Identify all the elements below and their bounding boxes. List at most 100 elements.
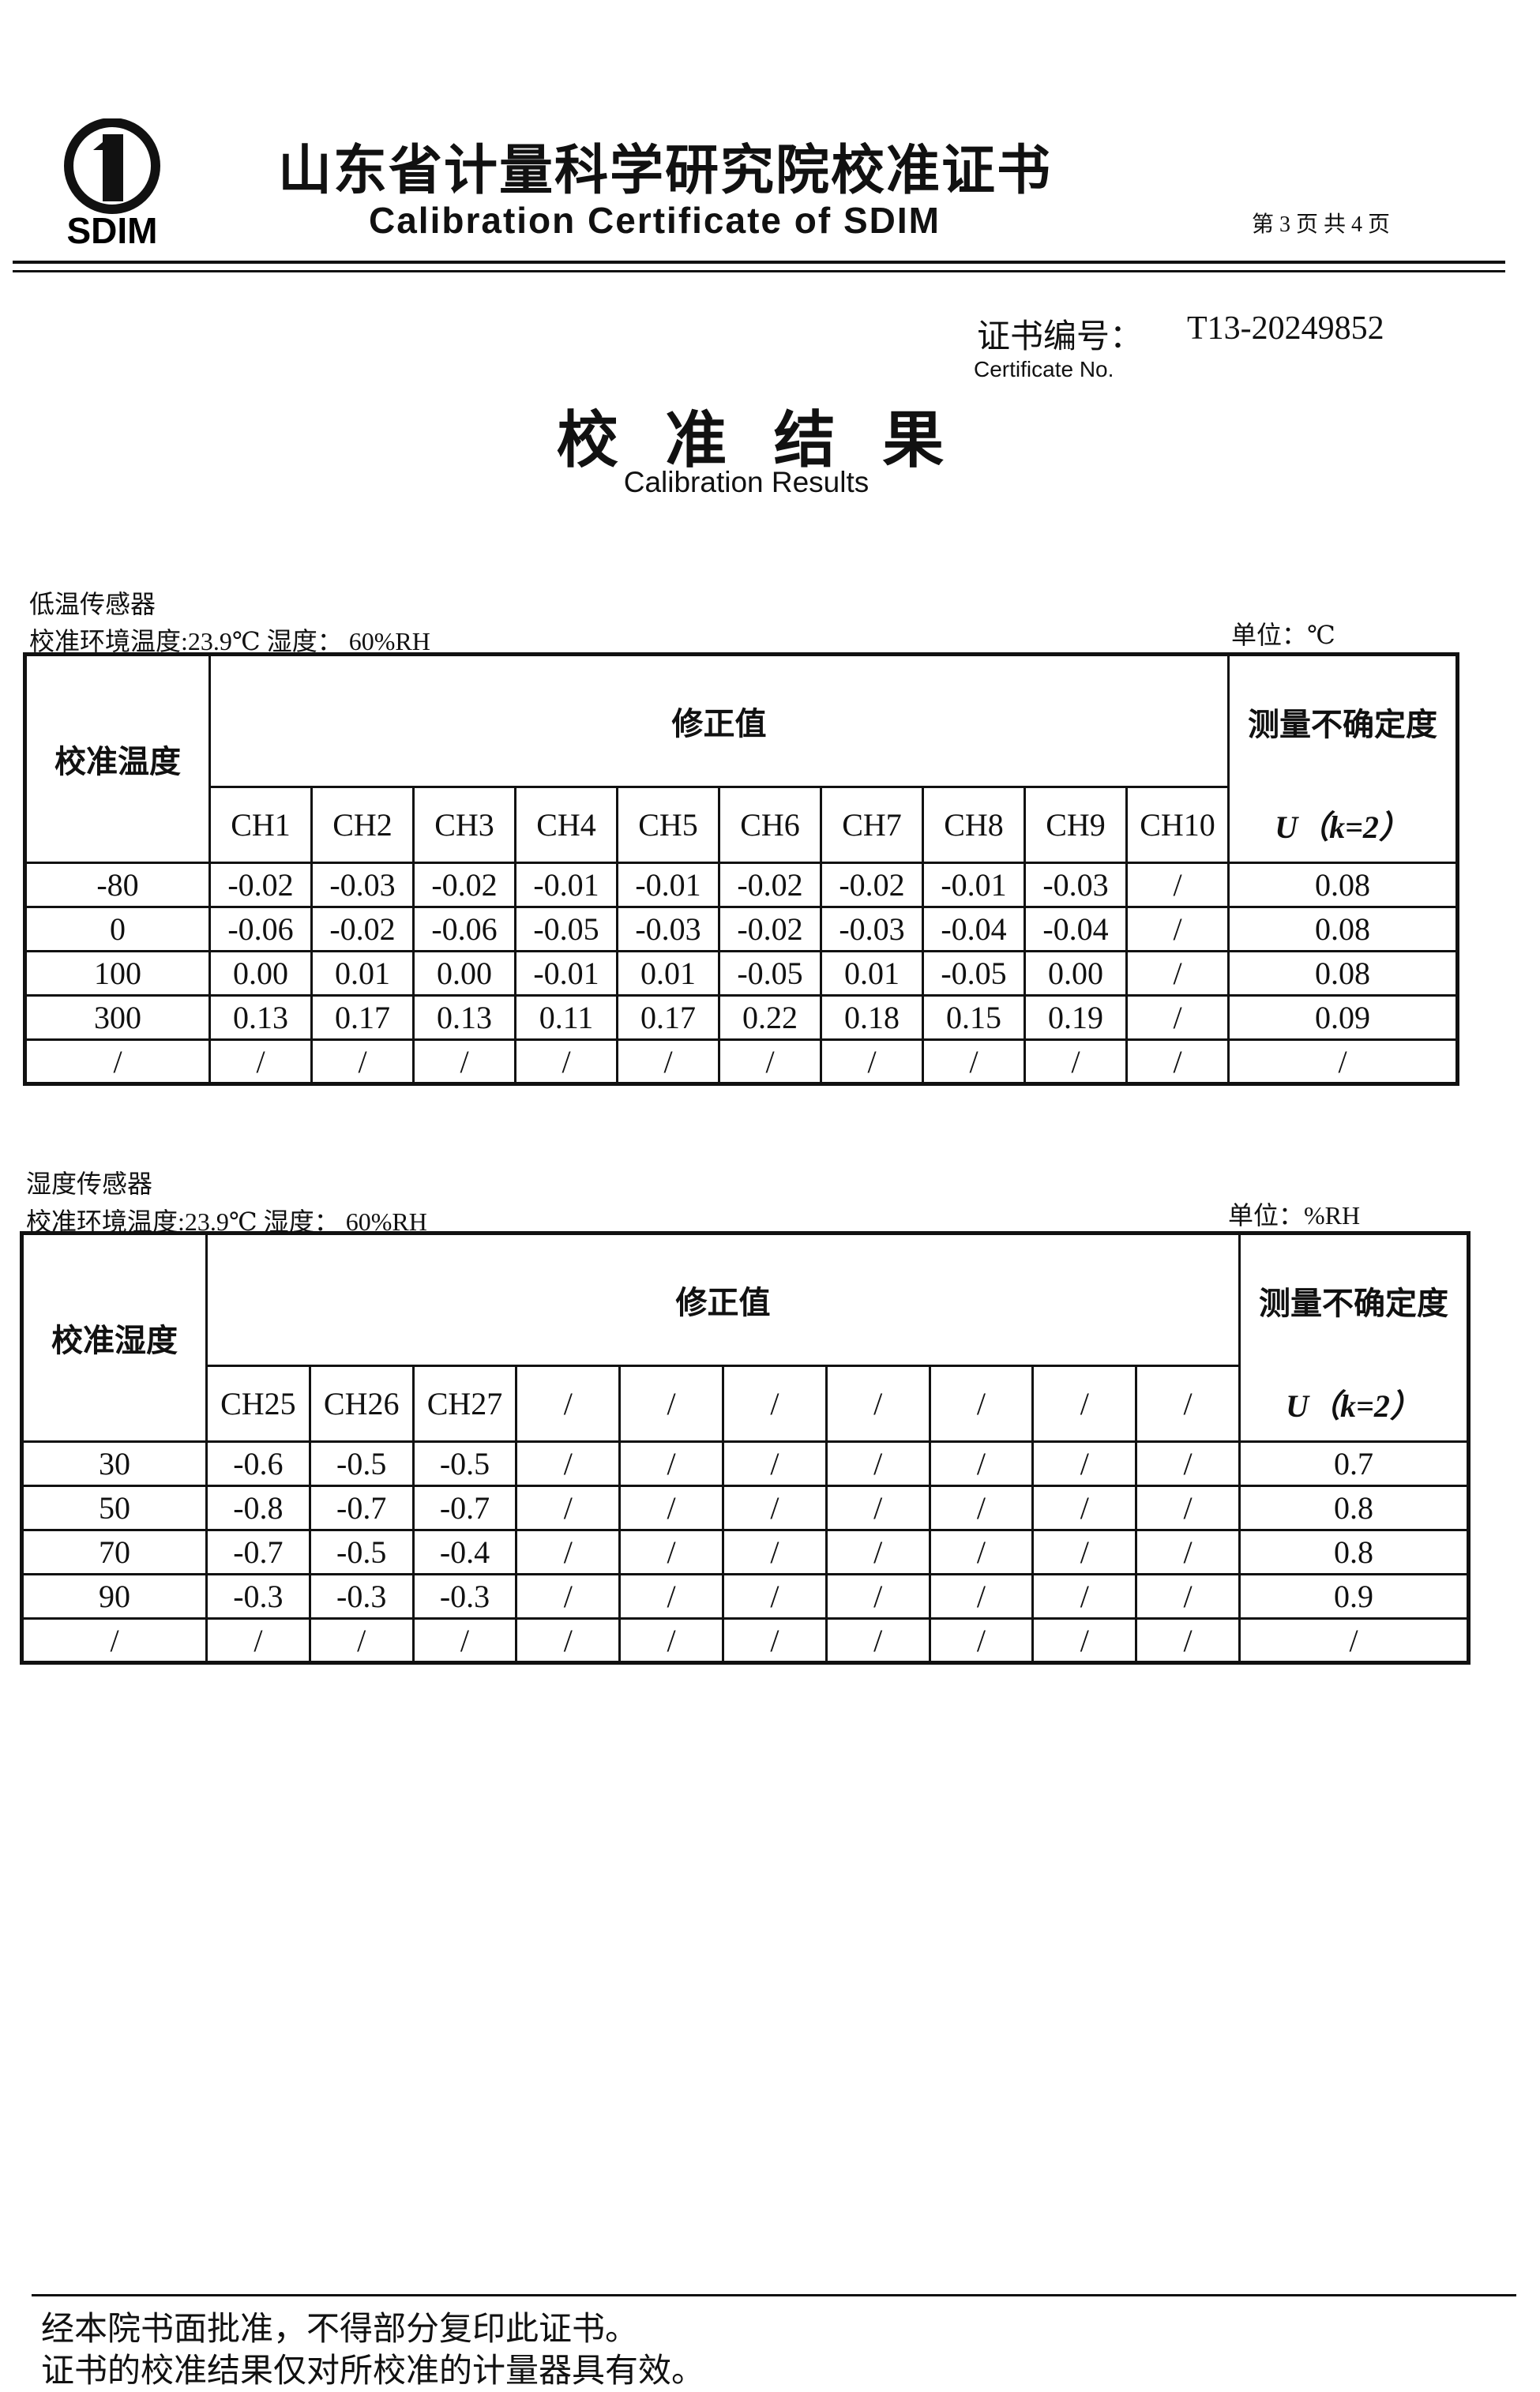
channel-header: CH7	[820, 786, 924, 864]
cell: /	[1238, 1617, 1470, 1664]
cell: /	[721, 1529, 828, 1575]
data-row: 50 -0.8 -0.7 -0.7// / / / //0.8	[21, 1485, 1470, 1531]
cell: -80	[24, 862, 211, 908]
channel-header: CH2	[310, 786, 415, 864]
cell: -0.02	[718, 906, 822, 952]
cell: -0.3	[308, 1573, 415, 1620]
title-en: Calibration Certificate of SDIM	[369, 200, 941, 241]
cell: /	[618, 1573, 724, 1620]
cell: 0.19	[1024, 994, 1128, 1041]
cell: /	[928, 1573, 1035, 1620]
rule	[32, 2294, 1516, 2296]
section-label: 低温传感器	[29, 590, 156, 618]
cell: /	[515, 1485, 622, 1531]
channel-header: CH10	[1125, 786, 1230, 864]
title-cn: 山东省计量科学研究院校准证书	[278, 141, 1053, 201]
cell: 0.00	[1024, 950, 1128, 997]
channel-header: CH6	[718, 786, 822, 864]
cell: /	[1135, 1485, 1241, 1531]
cell: /	[618, 1617, 724, 1664]
cell: 300	[24, 994, 211, 1041]
channel-header: /	[1031, 1365, 1138, 1443]
cell: /	[21, 1617, 208, 1664]
cell: /	[922, 1038, 1026, 1085]
cell: -0.01	[514, 862, 618, 908]
cell: /	[928, 1485, 1035, 1531]
channel-header: CH1	[208, 786, 313, 864]
cell: -0.06	[208, 906, 313, 952]
cell: -0.05	[718, 950, 822, 997]
uncertainty-formula: U（k=2）	[1227, 787, 1459, 864]
cell: -0.7	[205, 1529, 311, 1575]
cell: 0.15	[922, 994, 1026, 1041]
cell: /	[1125, 906, 1230, 952]
cell: 0.01	[820, 950, 924, 997]
cell: /	[1125, 1038, 1230, 1085]
cell: /	[718, 1038, 822, 1085]
header-group: 修正值	[208, 653, 1230, 788]
cell: -0.05	[922, 950, 1026, 997]
cell: 0.7	[1238, 1440, 1470, 1487]
cell: /	[721, 1485, 828, 1531]
cell: 0.08	[1227, 862, 1459, 908]
channel-header: CH8	[922, 786, 1026, 864]
cell: 100	[24, 950, 211, 997]
data-row: 0 -0.06 -0.02 -0.06 -0.05 -0.03 -0.02 -0.03 -0.0…	[24, 906, 1459, 952]
cell: 30	[21, 1440, 208, 1487]
cell: -0.02	[412, 862, 516, 908]
cell: /	[515, 1573, 622, 1620]
cell: /	[1031, 1440, 1138, 1487]
cell: 0.17	[616, 994, 720, 1041]
logo-text: SDIM	[67, 210, 158, 251]
cell: -0.01	[616, 862, 720, 908]
cell: 0.01	[310, 950, 415, 997]
cell: /	[515, 1529, 622, 1575]
cell: 0.8	[1238, 1485, 1470, 1531]
data-row: -80 -0.02 -0.03 -0.02 -0.01 -0.01 -0.02 -0.02 -0…	[24, 862, 1459, 908]
footer-line: 经本院书面批准，不得部分复印此证书。	[41, 2311, 639, 2348]
header-uncertainty: 测量不确定度	[1238, 1232, 1470, 1366]
cell: /	[721, 1440, 828, 1487]
cell: 50	[21, 1485, 208, 1531]
cell: /	[618, 1440, 724, 1487]
cell: 0.00	[208, 950, 313, 997]
channel-header: /	[1135, 1365, 1241, 1443]
cell: /	[721, 1617, 828, 1664]
cell: /	[1031, 1529, 1138, 1575]
cell: /	[721, 1573, 828, 1620]
cell: 0.9	[1238, 1573, 1470, 1620]
cell: 0	[24, 906, 211, 952]
cert-label-cn: 证书编号：	[977, 319, 1144, 355]
cell: /	[824, 1617, 931, 1664]
cell: /	[1125, 950, 1230, 997]
cell: -0.02	[208, 862, 313, 908]
cell: 0.08	[1227, 950, 1459, 997]
cell: 0.09	[1227, 994, 1459, 1041]
channel-header: CH5	[616, 786, 720, 864]
cell: 0.13	[412, 994, 516, 1041]
cell: -0.02	[820, 862, 924, 908]
channel-header: CH26	[308, 1365, 415, 1443]
cell: 0.18	[820, 994, 924, 1041]
cell: 0.01	[616, 950, 720, 997]
cell: -0.03	[820, 906, 924, 952]
cell: /	[412, 1038, 516, 1085]
cell: -0.3	[411, 1573, 518, 1620]
cell: 70	[21, 1529, 208, 1575]
cell: /	[928, 1617, 1035, 1664]
cell: 0.8	[1238, 1529, 1470, 1575]
cell: -0.03	[616, 906, 720, 952]
channel-header: /	[618, 1365, 724, 1443]
channel-header: CH25	[205, 1365, 311, 1443]
page-number: 第 3 页 共 4 页	[1252, 212, 1391, 237]
data-row: 90 -0.3 -0.3 -0.3// / / / //0.9	[21, 1573, 1470, 1620]
cell: 0.17	[310, 994, 415, 1041]
cell: /	[1135, 1440, 1241, 1487]
header-row: CH25 CH26 CH27// / / / / / U（k=2）	[22, 1365, 1470, 1443]
cell: -0.04	[1024, 906, 1128, 952]
rule	[13, 270, 1505, 272]
channel-header: /	[515, 1365, 622, 1443]
data-row: / / / / / / / / / / / /	[24, 1038, 1459, 1085]
calibration-table: 校准湿度 修正值 测量不确定度 CH25 CH26 CH27// / / / / / U（k=2） 30…	[20, 1231, 1471, 1665]
